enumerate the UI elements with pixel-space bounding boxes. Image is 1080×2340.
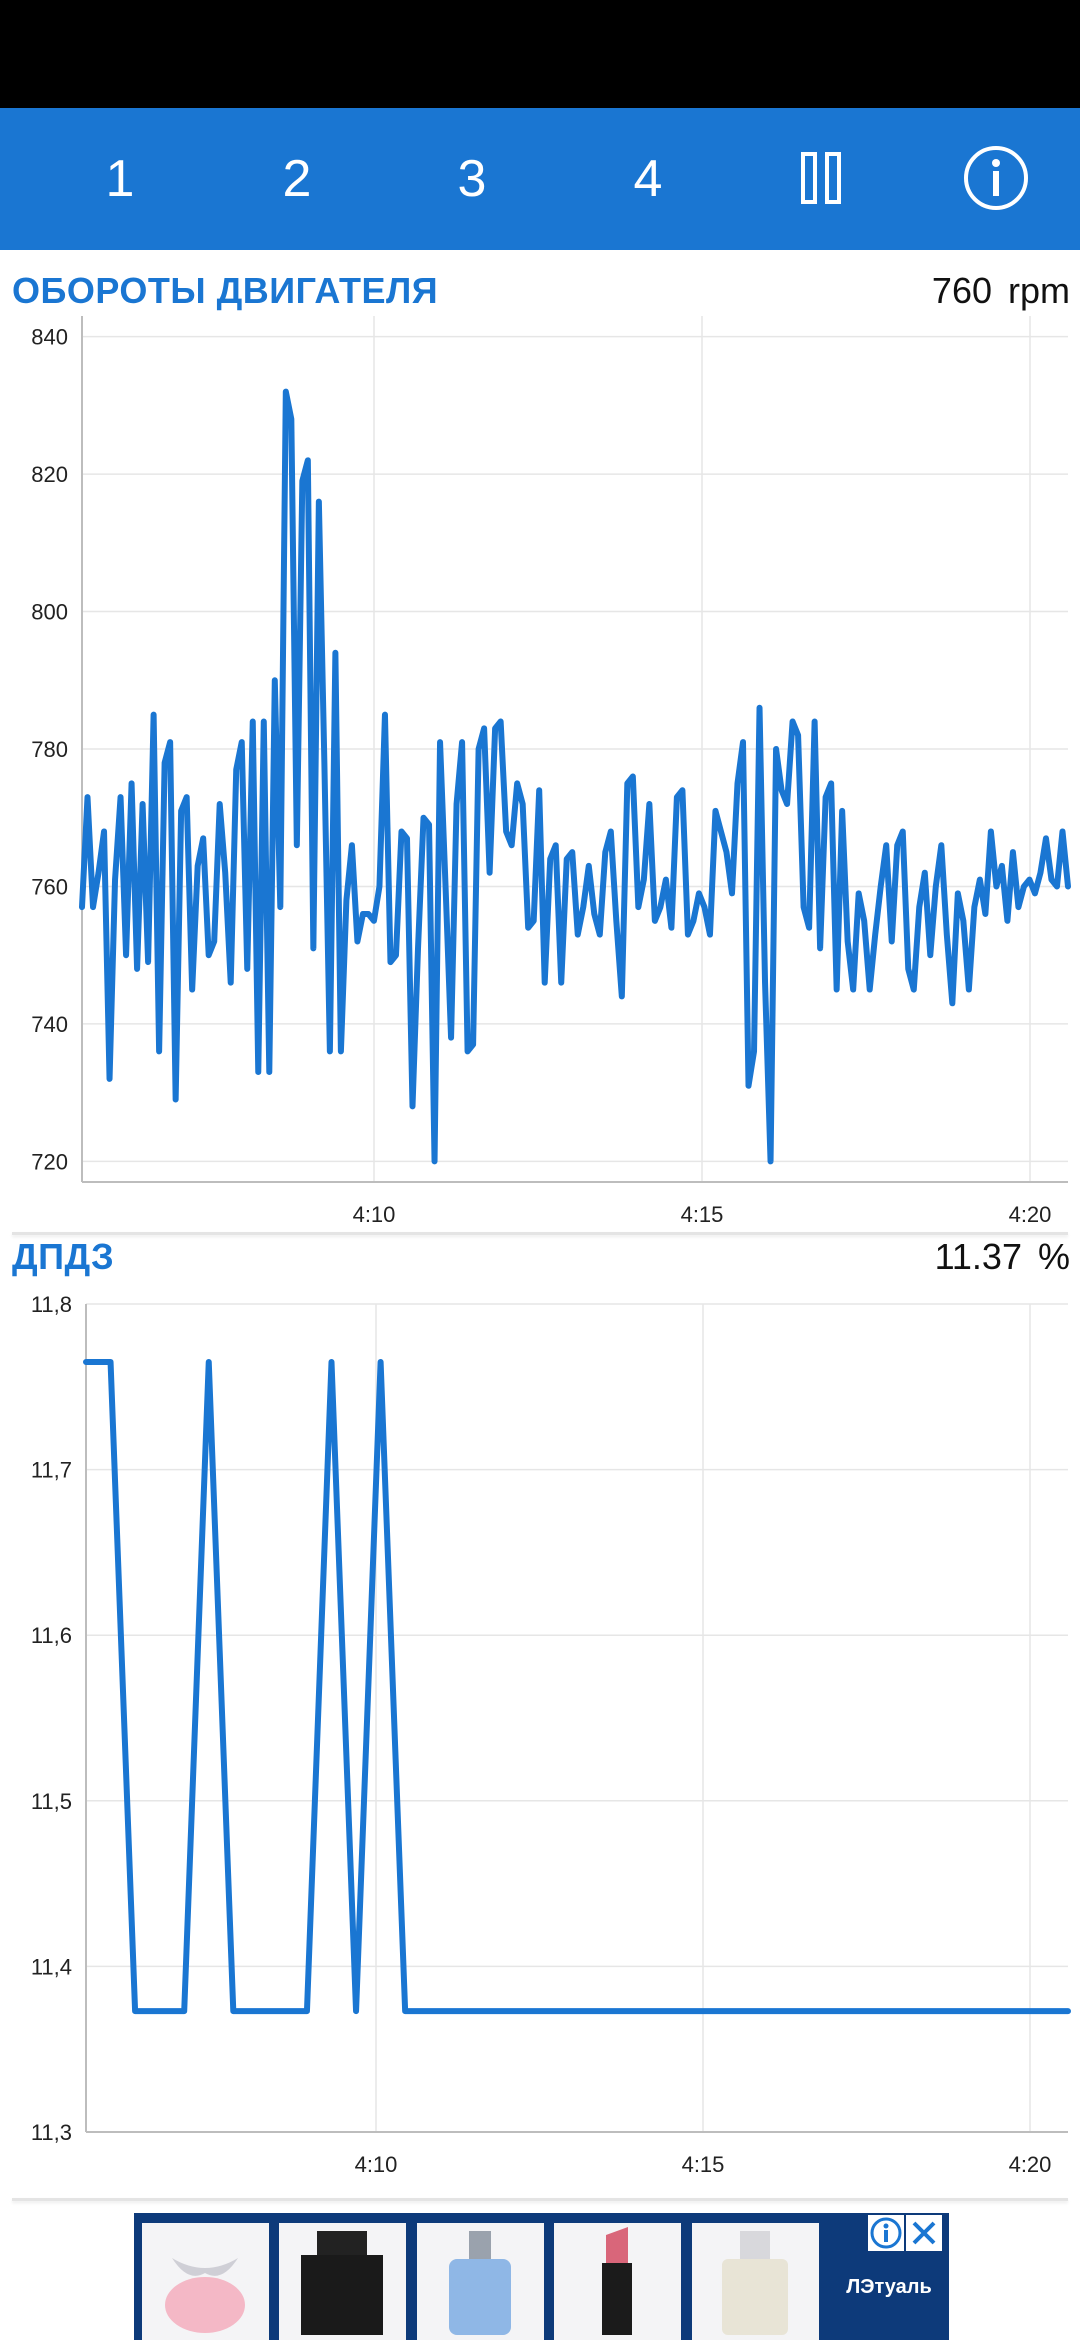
chart-0-y-tick-5: 740 (31, 1012, 68, 1037)
chart-0-y-tick-4: 760 (31, 874, 68, 899)
ad-product-white-bottle[interactable] (692, 2223, 819, 2340)
chart-1-y-tick-1: 11,7 (31, 1458, 72, 1483)
tab-3[interactable]: 3 (457, 150, 487, 208)
chart-1-series-0 (83, 1358, 1071, 2015)
chart-0-series-0 (79, 388, 1071, 1165)
rpm-unit: rpm (1008, 270, 1070, 311)
ad-product-perfume-bow[interactable] (142, 2223, 269, 2340)
ad-product-lipstick[interactable] (554, 2223, 681, 2340)
rpm-value-readout: 760 rpm (932, 270, 1070, 312)
chart-0-y-tick-6: 720 (31, 1149, 68, 1174)
chart-1-y-tick-0: 11,8 (31, 1292, 72, 1317)
tps-unit: % (1037, 1236, 1070, 1277)
chart-0-y-tick-1: 820 (31, 462, 68, 487)
panel-divider-bottom (12, 2198, 1068, 2201)
tab-2[interactable]: 2 (282, 150, 312, 208)
chart-1-x-tick-0: 4:10 (355, 2152, 398, 2177)
chart-0-x-tick-0: 4:10 (353, 1202, 396, 1227)
chart-1-x-tick-2: 4:20 (1009, 2152, 1052, 2177)
ad-product-blue-bottle[interactable] (417, 2223, 544, 2340)
rpm-title: ОБОРОТЫ ДВИГАТЕЛЯ (12, 270, 439, 311)
chart-1-y-tick-5: 11,3 (31, 2120, 72, 2145)
ad-brand-logo: ЛЭтуаль (839, 2257, 939, 2317)
tps-chart: 11,8 11,7 11,6 11,5 11,4 11,3 4:10 4:15 4:20 (31, 1292, 1071, 2177)
info-icon[interactable] (962, 144, 1030, 212)
chart-1-y-tick-3: 11,5 (31, 1789, 72, 1814)
chart-0-x-tick-1: 4:15 (681, 1202, 724, 1227)
chart-0-y-tick-3: 780 (31, 737, 68, 762)
lipstick-icon (602, 2227, 632, 2335)
white-bottle-icon (722, 2231, 788, 2335)
ad-banner[interactable]: ЛЭтуаль (134, 2213, 949, 2340)
rpm-value: 760 (931, 270, 992, 311)
rpm-chart: 840 820 800 780 760 740 720 4:10 4:15 4:20 (31, 316, 1071, 1227)
chart-1-y-tick-2: 11,6 (31, 1623, 72, 1648)
tab-4[interactable]: 4 (633, 150, 663, 208)
chart-0-y-tick-2: 800 (31, 600, 68, 625)
perfume-icon (165, 2258, 245, 2333)
ad-info-icon[interactable] (868, 2215, 904, 2251)
status-bar (0, 0, 1080, 108)
chart-0-y-tick-0: 840 (31, 325, 68, 350)
top-toolbar: 1 2 3 4 (0, 108, 1080, 250)
chart-0-x-tick-2: 4:20 (1009, 1202, 1052, 1227)
ad-close-icon[interactable] (906, 2215, 942, 2251)
ad-product-black-bottle[interactable] (279, 2223, 406, 2340)
tps-value-readout: 11.37% (935, 1236, 1070, 1278)
blue-bottle-icon (449, 2231, 511, 2335)
black-bottle-icon (301, 2231, 383, 2335)
tps-value: 11.37 (934, 1236, 1022, 1277)
tps-title: ДПДЗ (12, 1236, 115, 1277)
pause-icon[interactable] (800, 144, 842, 214)
tab-1[interactable]: 1 (105, 150, 135, 208)
panel-divider (12, 1232, 1068, 1235)
chart-1-x-tick-1: 4:15 (682, 2152, 725, 2177)
chart-1-y-tick-4: 11,4 (31, 1954, 72, 1979)
